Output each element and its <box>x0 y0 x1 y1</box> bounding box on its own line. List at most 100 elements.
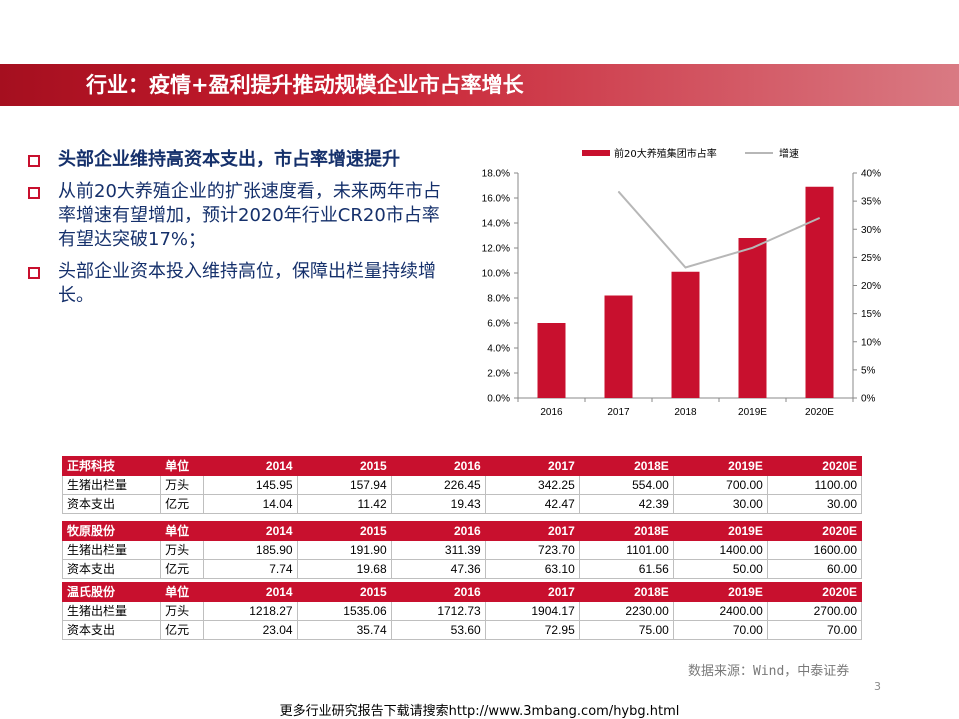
table-header-cell: 牧原股份 <box>61 521 162 541</box>
table-cell: 生猪出栏量 <box>61 601 162 621</box>
table-cell: 11.42 <box>296 494 392 514</box>
table-cell: 42.39 <box>578 494 674 514</box>
table-header-cell: 单位 <box>160 582 204 602</box>
table-header-row: 正邦科技 单位 2014 2015 2016 2017 2018E 2019E 2020E <box>61 456 863 476</box>
table-header-cell: 2018E <box>578 582 674 602</box>
footer-link-text: 更多行业研究报告下载请搜索http://www.3mbang.com/hybg.… <box>279 704 680 719</box>
x-tick-label: 2018 <box>674 407 697 418</box>
table-header-cell: 2015 <box>296 521 392 541</box>
table-cell: 1904.17 <box>484 601 580 621</box>
right-tick-label: 35% <box>861 197 881 208</box>
company-table: 温氏股份 单位 2014 2015 2016 2017 2018E 2019E 2020E 生猪出… <box>61 582 863 640</box>
table-cell: 157.94 <box>296 475 392 495</box>
growth-point-2017 <box>618 191 619 193</box>
table-header-cell: 2017 <box>484 582 580 602</box>
table-cell: 生猪出栏量 <box>61 475 162 495</box>
bullet-list: 头部企业维持高资本支出，市占率增速提升 从前20大养殖企业的扩张速度看，未来两年… <box>28 148 448 316</box>
table-cell: 72.95 <box>484 620 580 640</box>
table-cell: 万头 <box>160 540 204 560</box>
table-cell: 亿元 <box>160 559 204 579</box>
table-header-cell: 2018E <box>578 521 674 541</box>
right-tick-label: 5% <box>861 365 876 376</box>
bullet-item: 头部企业资本投入维持高位，保障出栏量持续增长。 <box>28 260 448 308</box>
table-cell: 万头 <box>160 601 204 621</box>
square-bullet-icon <box>28 267 40 279</box>
table-cell: 75.00 <box>578 620 674 640</box>
right-tick-label: 15% <box>861 309 881 320</box>
square-bullet-icon <box>28 155 40 167</box>
right-tick-label: 10% <box>861 337 881 348</box>
left-tick-label: 12.0% <box>482 244 510 255</box>
table-header-cell: 2018E <box>578 456 674 476</box>
table-cell: 50.00 <box>672 559 768 579</box>
table-header-cell: 2015 <box>296 456 392 476</box>
table-cell: 185.90 <box>202 540 298 560</box>
right-tick-label: 25% <box>861 253 881 264</box>
right-tick-label: 40% <box>861 169 881 180</box>
table-cell: 资本支出 <box>61 559 162 579</box>
slide-title: 行业：疫情+盈利提升推动规模企业市占率增长 <box>86 73 524 97</box>
legend-bar-label: 前20大养殖集团市占率 <box>614 147 717 160</box>
market-share-chart: 0.0% 2.0% 4.0% 6.0% 8.0% 10.0% 12.0% 14.0% 16.0%… <box>482 147 881 418</box>
table-row: 生猪出栏量 万头 185.90 191.90 311.39 723.70 1101.00 14… <box>61 540 863 560</box>
table-cell: 700.00 <box>672 475 768 495</box>
table-row: 生猪出栏量 万头 1218.27 1535.06 1712.73 1904.17 2230.… <box>61 601 863 621</box>
table-cell: 42.47 <box>484 494 580 514</box>
page-number: 3 <box>874 680 881 693</box>
table-cell: 1400.00 <box>672 540 768 560</box>
table-cell: 311.39 <box>390 540 486 560</box>
table-cell: 7.74 <box>202 559 298 579</box>
left-tick-label: 16.0% <box>482 194 510 205</box>
table-cell: 1101.00 <box>578 540 674 560</box>
bullet-text: 头部企业维持高资本支出，市占率增速提升 <box>58 149 400 170</box>
company-tables: 正邦科技 单位 2014 2015 2016 2017 2018E 2019E 2020E 生猪出… <box>61 456 863 640</box>
legend-bar-swatch <box>582 150 610 156</box>
table-cell: 1712.73 <box>390 601 486 621</box>
table-cell: 1535.06 <box>296 601 392 621</box>
table-cell: 47.36 <box>390 559 486 579</box>
bar-2016 <box>537 323 566 398</box>
left-tick-label: 6.0% <box>487 319 510 330</box>
table-row: 资本支出 亿元 23.04 35.74 53.60 72.95 75.00 70.00 70.0… <box>61 620 863 640</box>
table-cell: 145.95 <box>202 475 298 495</box>
table-header-cell: 2017 <box>484 456 580 476</box>
table-cell: 资本支出 <box>61 494 162 514</box>
table-cell: 191.90 <box>296 540 392 560</box>
table-cell: 61.56 <box>578 559 674 579</box>
table-cell: 14.04 <box>202 494 298 514</box>
left-tick-label: 10.0% <box>482 269 510 280</box>
table-cell: 23.04 <box>202 620 298 640</box>
left-tick-label: 8.0% <box>487 294 510 305</box>
table-header-cell: 2016 <box>390 456 486 476</box>
table-cell: 723.70 <box>484 540 580 560</box>
growth-point-2020E <box>819 217 820 219</box>
table-cell: 342.25 <box>484 475 580 495</box>
right-tick-label: 20% <box>861 281 881 292</box>
data-source: 数据来源：Wind，中泰证券 <box>688 664 850 679</box>
table-row: 资本支出 亿元 14.04 11.42 19.43 42.47 42.39 30.00 30.0… <box>61 494 863 514</box>
table-row: 生猪出栏量 万头 145.95 157.94 226.45 342.25 554.00 700… <box>61 475 863 495</box>
bullet-text: 从前20大养殖企业的扩张速度看，未来两年市占率增速有望增加，预计2020年行业C… <box>58 181 441 250</box>
table-cell: 60.00 <box>766 559 863 579</box>
table-header-cell: 2019E <box>672 456 768 476</box>
table-header-cell: 单位 <box>160 521 204 541</box>
left-tick-label: 0.0% <box>487 394 510 405</box>
x-tick-label: 2020E <box>805 407 834 418</box>
growth-point-2019E <box>752 247 753 249</box>
table-cell: 2700.00 <box>766 601 863 621</box>
table-cell: 53.60 <box>390 620 486 640</box>
table-cell: 亿元 <box>160 620 204 640</box>
table-header-cell: 2016 <box>390 521 486 541</box>
growth-point-2018 <box>685 267 686 268</box>
table-cell: 226.45 <box>390 475 486 495</box>
left-tick-label: 4.0% <box>487 344 510 355</box>
table-header-row: 牧原股份 单位 2014 2015 2016 2017 2018E 2019E 2020E <box>61 521 863 541</box>
table-header-cell: 2020E <box>766 456 863 476</box>
table-header-cell: 2017 <box>484 521 580 541</box>
table-cell: 2230.00 <box>578 601 674 621</box>
square-bullet-icon <box>28 187 40 199</box>
growth-line <box>617 190 820 269</box>
table-cell: 30.00 <box>766 494 863 514</box>
table-header-cell: 正邦科技 <box>61 456 162 476</box>
table-header-cell: 2020E <box>766 521 863 541</box>
